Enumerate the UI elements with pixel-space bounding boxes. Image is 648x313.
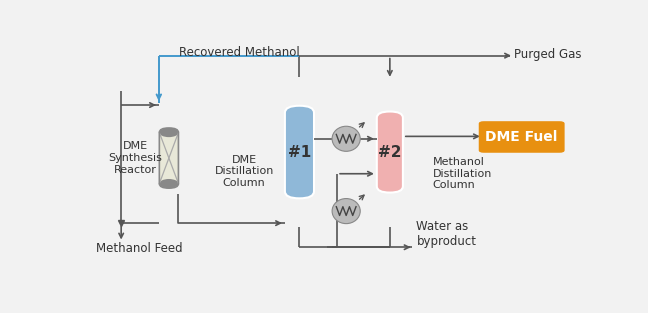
- Text: #1: #1: [288, 145, 311, 160]
- Text: Methanol
Distillation
Column: Methanol Distillation Column: [433, 157, 492, 190]
- Text: #2: #2: [378, 145, 402, 160]
- Ellipse shape: [332, 198, 360, 223]
- FancyBboxPatch shape: [479, 121, 564, 153]
- Text: DME Fuel: DME Fuel: [485, 130, 558, 144]
- Text: DME
Distillation
Column: DME Distillation Column: [214, 155, 274, 188]
- Text: Water as
byproduct: Water as byproduct: [417, 220, 476, 248]
- Ellipse shape: [332, 126, 360, 151]
- Ellipse shape: [159, 128, 178, 137]
- Polygon shape: [159, 133, 178, 183]
- FancyBboxPatch shape: [285, 106, 314, 198]
- Text: Purged Gas: Purged Gas: [515, 48, 582, 61]
- Text: DME
Synthesis
Reactor: DME Synthesis Reactor: [108, 141, 162, 175]
- FancyBboxPatch shape: [376, 111, 403, 192]
- Text: Recovered Methanol: Recovered Methanol: [179, 45, 299, 59]
- Text: Methanol Feed: Methanol Feed: [96, 242, 183, 255]
- Ellipse shape: [159, 179, 178, 188]
